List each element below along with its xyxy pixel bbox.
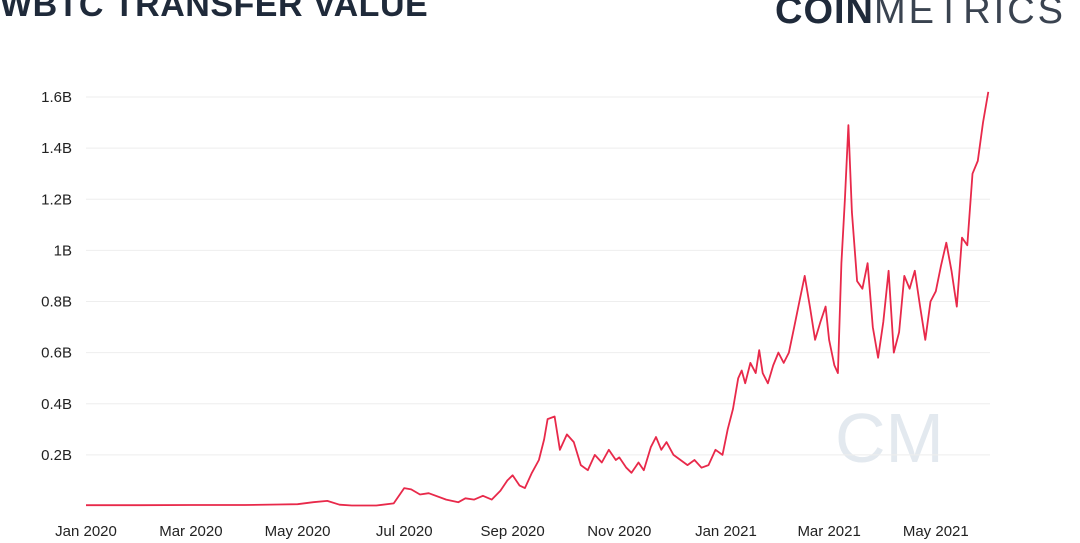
y-tick-label: 0.6B bbox=[41, 345, 72, 362]
x-tick-label: Sep 2020 bbox=[481, 523, 545, 540]
x-tick-label: Jan 2020 bbox=[55, 523, 117, 540]
chart-title: WBTC TRANSFER VALUE bbox=[0, 0, 429, 24]
brand-light-text: METRICS bbox=[874, 0, 1066, 32]
x-tick-label: Mar 2020 bbox=[159, 523, 222, 540]
coinmetrics-logo: COINMETRICS bbox=[775, 0, 1066, 33]
brand-bold-text: COIN bbox=[775, 0, 874, 32]
x-tick-label: Nov 2020 bbox=[587, 523, 651, 540]
x-tick-label: Jan 2021 bbox=[695, 523, 757, 540]
y-tick-label: 0.2B bbox=[41, 447, 72, 464]
y-tick-label: 1.4B bbox=[41, 140, 72, 157]
x-tick-label: May 2020 bbox=[265, 523, 331, 540]
y-tick-label: 0.8B bbox=[41, 294, 72, 311]
y-tick-label: 0.4B bbox=[41, 396, 72, 413]
x-tick-label: Jul 2020 bbox=[376, 523, 433, 540]
y-tick-label: 1.6B bbox=[41, 89, 72, 106]
cm-watermark: CM bbox=[835, 399, 944, 477]
x-tick-label: Mar 2021 bbox=[797, 523, 860, 540]
y-axis: 0.2B 0.4B 0.6B 0.8B 1B 1.2B 1.4B 1.6B bbox=[41, 89, 72, 464]
series-line bbox=[86, 91, 990, 507]
series-group bbox=[86, 91, 990, 507]
y-tick-label: 1.2B bbox=[41, 191, 72, 208]
x-tick-label: May 2021 bbox=[903, 523, 969, 540]
x-axis: Jan 2020 Mar 2020 May 2020 Jul 2020 Sep 2020… bbox=[55, 523, 969, 540]
y-tick-label: 1B bbox=[54, 242, 72, 259]
